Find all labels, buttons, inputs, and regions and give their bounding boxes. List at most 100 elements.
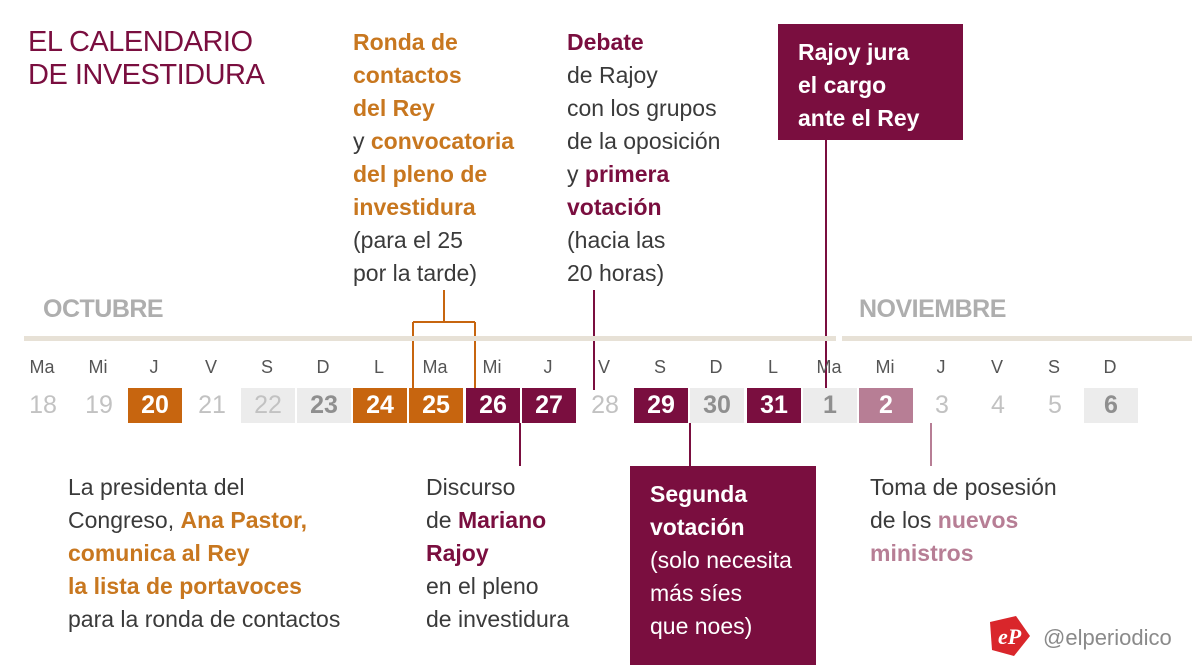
title-line-2: DE INVESTIDURA	[28, 59, 265, 91]
ronda-line-3: del Rey	[353, 95, 435, 121]
ronda-line-4a: y	[353, 128, 371, 154]
weekday-label: Mi	[875, 357, 895, 377]
day-cell: 27	[522, 388, 576, 423]
annotation-debate: Debate de Rajoy con los grupos de la opo…	[567, 26, 720, 290]
ronda-line-4b: convocatoria	[370, 128, 515, 154]
debate-line-3: con los grupos	[567, 95, 717, 121]
annotation-jura-box: Rajoy jura el cargo ante el Rey	[778, 24, 963, 140]
month-rule-october	[24, 336, 836, 341]
segunda-line-4: más síes	[650, 580, 743, 606]
day-cell: 24	[353, 388, 407, 423]
jura-line-3: ante el Rey	[798, 105, 920, 131]
debate-line-4: de la oposición	[567, 128, 721, 154]
page-title: EL CALENDARIO DE INVESTIDURA	[28, 26, 265, 92]
discurso-line-3: Rajoy	[426, 540, 489, 566]
day-cell: 22	[241, 388, 295, 423]
annotation-ronda: Ronda de contactos del Rey y convocatori…	[353, 26, 514, 290]
toma-line-2b: nuevos	[937, 507, 1019, 533]
day-cell: 28	[591, 391, 619, 419]
elperiodico-logo-icon: eP	[990, 616, 1030, 656]
weekday-label: J	[543, 357, 553, 377]
day-cell: 23	[297, 388, 351, 423]
debate-line-7: (hacia las	[567, 227, 666, 253]
day-cell: 2	[859, 388, 913, 423]
month-label-october: OCTUBRE	[43, 295, 164, 323]
pastor-line-1: La presidenta del	[68, 474, 245, 500]
ronda-line-7: (para el 25	[353, 227, 463, 253]
segunda-line-3: (solo necesita	[650, 547, 792, 573]
weekday-label: V	[204, 357, 217, 377]
ronda-line-6: investidura	[353, 194, 476, 220]
discurso-line-1: Discurso	[426, 474, 516, 500]
jura-line-2: el cargo	[798, 72, 887, 98]
logo-text: eP	[998, 624, 1022, 649]
title-line-1: EL CALENDARIO	[28, 26, 253, 58]
day-cell: 3	[935, 391, 949, 419]
day-cell: 19	[85, 391, 113, 419]
weekday-label: S	[653, 357, 666, 377]
weekday-label: Mi	[482, 357, 502, 377]
day-cell: 26	[466, 388, 520, 423]
weekday-label: Ma	[816, 357, 842, 377]
ronda-line-1: Ronda de	[353, 29, 458, 55]
weekday-label: V	[597, 357, 610, 377]
annotation-segunda-box: Segunda votación (solo necesita más síes…	[630, 466, 816, 665]
debate-line-5a: y	[567, 161, 585, 187]
weekday-label: L	[767, 357, 778, 377]
day-cell: 6	[1084, 388, 1138, 423]
day-cell: 30	[690, 388, 744, 423]
annotation-toma: Toma de posesión de los nuevos ministros	[870, 471, 1057, 570]
discurso-line-5: de investidura	[426, 606, 570, 632]
day-cell: 21	[198, 391, 226, 419]
ronda-line-2: contactos	[353, 62, 462, 88]
toma-line-1: Toma de posesión	[870, 474, 1057, 500]
annotation-pastor: La presidenta del Congreso, Ana Pastor, …	[68, 471, 340, 636]
day-cell: 1	[803, 388, 857, 423]
weekday-label: V	[990, 357, 1003, 377]
weekday-label: L	[373, 357, 384, 377]
ronda-line-8: por la tarde)	[353, 260, 478, 286]
discurso-line-2a: de	[426, 507, 458, 533]
weekday-label: S	[1047, 357, 1060, 377]
annotation-discurso: Discurso de Mariano Rajoy en el pleno de…	[426, 471, 569, 636]
day-cell: 20	[128, 388, 182, 423]
toma-line-3: ministros	[870, 540, 974, 566]
toma-line-2a: de los	[870, 507, 938, 533]
debate-line-1: Debate	[567, 29, 644, 55]
weekday-label: Ma	[422, 357, 448, 377]
debate-line-6: votación	[567, 194, 662, 220]
footer-handle[interactable]: @elperiodico	[1043, 625, 1172, 650]
weekday-label: Ma	[29, 357, 55, 377]
day-cell: 25	[409, 388, 463, 423]
weekday-label: D	[709, 357, 723, 377]
pastor-line-4: la lista de portavoces	[68, 573, 302, 599]
pastor-line-2b: Ana Pastor,	[180, 507, 308, 533]
discurso-line-2b: Mariano	[457, 507, 547, 533]
day-cell: 5	[1048, 391, 1062, 419]
weekday-label: Mi	[88, 357, 108, 377]
weekday-label: D	[1103, 357, 1117, 377]
debate-line-8: 20 horas)	[567, 260, 665, 286]
month-label-november: NOVIEMBRE	[859, 295, 1006, 323]
debate-line-2: de Rajoy	[567, 62, 658, 88]
weekday-label: S	[260, 357, 273, 377]
pastor-line-2a: Congreso,	[68, 507, 181, 533]
weekday-label: J	[936, 357, 946, 377]
day-cell: 31	[747, 388, 801, 423]
day-cell: 4	[991, 391, 1005, 419]
ronda-line-5: del pleno de	[353, 161, 488, 187]
month-rule-november	[842, 336, 1192, 341]
segunda-line-5: que noes)	[650, 613, 753, 639]
segunda-line-1: Segunda	[650, 481, 748, 507]
day-cell: 29	[634, 388, 688, 423]
segunda-line-2: votación	[650, 514, 745, 540]
day-cell: 18	[29, 391, 57, 419]
weekday-label: D	[316, 357, 330, 377]
jura-line-1: Rajoy jura	[798, 39, 910, 65]
pastor-line-5: para la ronda de contactos	[68, 606, 341, 632]
pastor-line-3: comunica al Rey	[68, 540, 250, 566]
debate-line-5b: primera	[584, 161, 670, 187]
weekday-label: J	[149, 357, 159, 377]
discurso-line-4: en el pleno	[426, 573, 539, 599]
